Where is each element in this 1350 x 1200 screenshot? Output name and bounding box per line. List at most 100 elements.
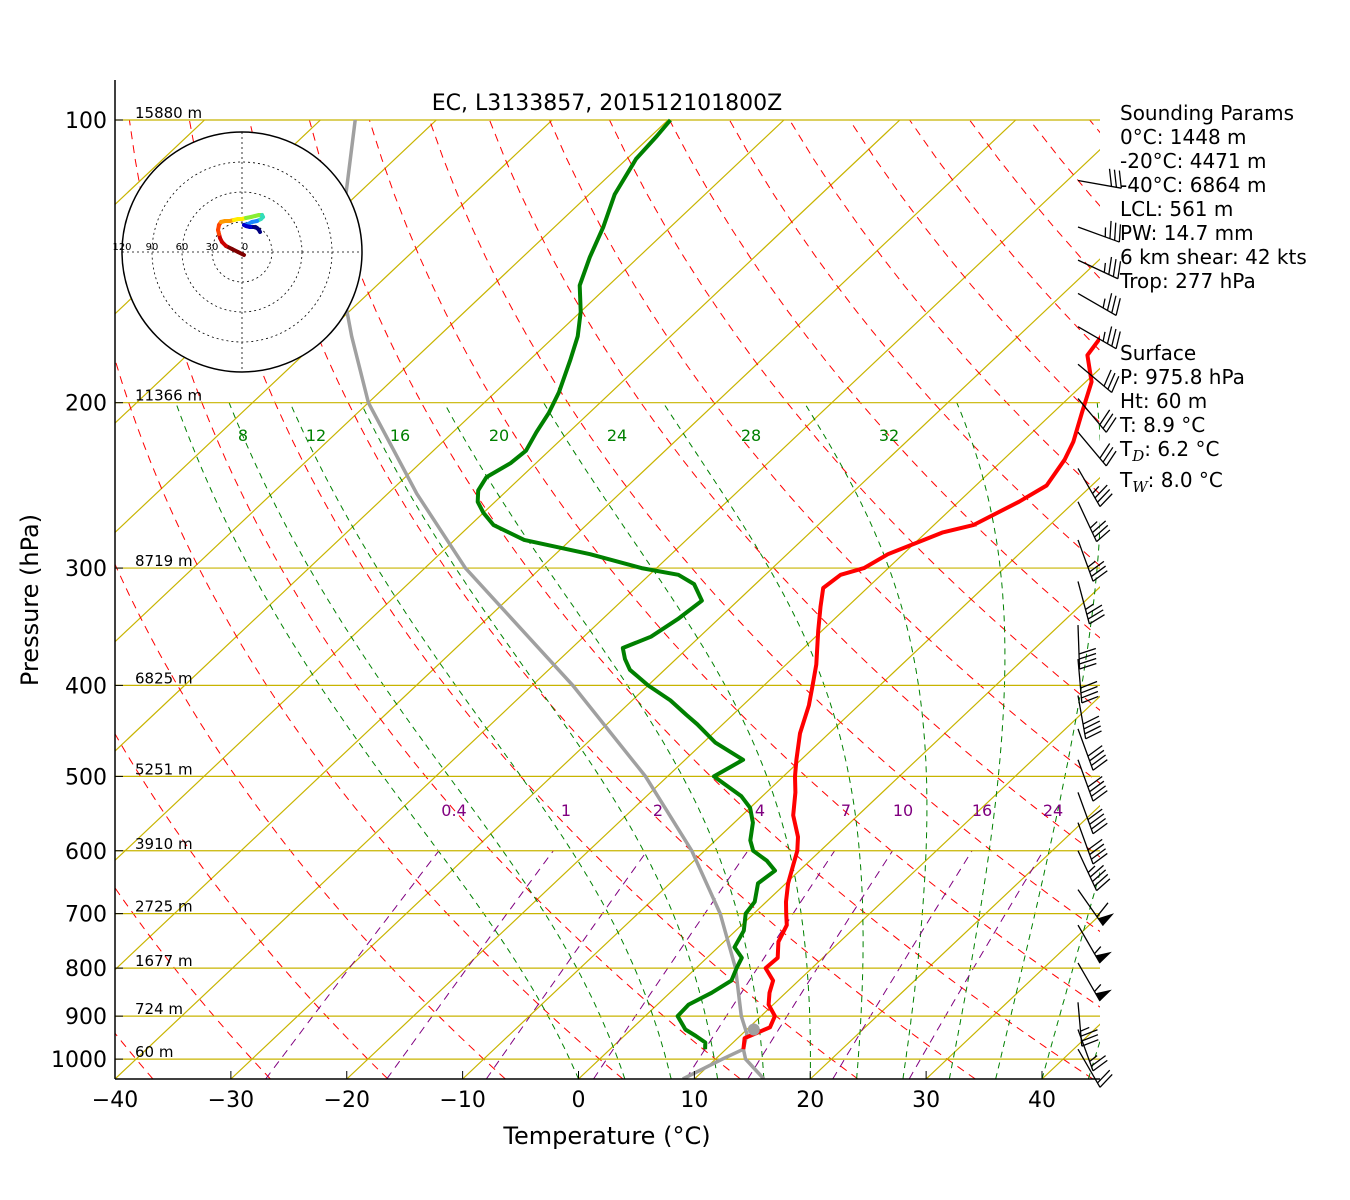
mixing-ratio-label: 24	[1043, 801, 1063, 820]
barb-full	[1105, 417, 1117, 433]
wind-barb	[1077, 431, 1117, 467]
isotherm	[115, 148, 1100, 1079]
dry-adiabat-lines	[115, 119, 1100, 1079]
moist-adiabat	[803, 402, 928, 1079]
dewpoint-subscript: D	[1132, 447, 1145, 465]
x-axis-label: Temperature (°C)	[502, 1122, 710, 1150]
barb-staff	[1077, 226, 1120, 243]
dry-adiabat	[429, 119, 1100, 933]
y-tick-label: 100	[65, 109, 107, 134]
barb-full	[1108, 256, 1113, 275]
barb-full	[1080, 1029, 1098, 1037]
barb-full	[1078, 647, 1097, 655]
surface-dewpoint: TD: 6.2 °C	[1120, 437, 1245, 468]
wind-barb	[1077, 220, 1122, 243]
wind-barb	[1077, 625, 1097, 670]
wind-barb	[1077, 659, 1099, 704]
height-label: 5251 m	[135, 760, 193, 778]
moist-adiabat	[360, 402, 719, 1079]
hodograph-ring-label: 90	[146, 242, 159, 253]
barb-full	[1099, 493, 1113, 508]
barb-half	[1087, 560, 1096, 568]
barb-full	[1113, 222, 1117, 241]
barb-full	[1089, 843, 1105, 856]
wind-barb	[1077, 728, 1108, 771]
wind-barb	[1077, 539, 1108, 582]
barb-full	[1094, 484, 1108, 499]
barb-staff	[1077, 259, 1119, 280]
barb-staff	[1077, 962, 1101, 1002]
barb-full	[1081, 690, 1099, 699]
barb-full	[1090, 818, 1106, 830]
barb-full	[1090, 785, 1106, 797]
barb-full	[1084, 725, 1101, 735]
mixing-ratio-line	[747, 850, 893, 1079]
moist-adiabat	[443, 402, 765, 1079]
barb-full	[1087, 838, 1103, 851]
barb-full	[1092, 790, 1108, 802]
x-tick-label: 20	[796, 1088, 824, 1113]
barb-full	[1096, 529, 1111, 543]
barb-full	[1089, 560, 1105, 573]
x-tick-label: −10	[439, 1088, 485, 1113]
barb-staff	[1077, 792, 1094, 834]
barb-half	[1089, 1055, 1098, 1062]
barb-half	[1094, 984, 1102, 992]
height-label: 724 m	[135, 1000, 183, 1018]
barb-full	[1091, 520, 1107, 534]
dry-adiabat	[115, 357, 624, 1079]
barb-staff	[1077, 625, 1081, 670]
barb-half	[1102, 331, 1106, 342]
mixing-ratio-label: 2	[653, 801, 663, 820]
barb-staff	[1077, 326, 1117, 350]
dry-adiabat	[308, 119, 1094, 1079]
isotherm	[925, 914, 1100, 1079]
isotherm	[115, 119, 1017, 971]
moist-adiabat-lines	[175, 402, 1100, 1079]
barb-staff	[1077, 179, 1122, 189]
barb-full	[1099, 443, 1111, 459]
barb-staff	[1077, 398, 1107, 433]
barb-full	[1102, 413, 1114, 429]
barb-full	[1087, 808, 1103, 821]
barb-staff	[1077, 1048, 1101, 1088]
x-tick-label: 40	[1028, 1088, 1056, 1113]
mixing-ratio-line	[593, 850, 749, 1079]
mixing-ratio-line	[832, 850, 973, 1079]
wind-barb	[1077, 363, 1120, 394]
x-tick-label: −30	[208, 1088, 254, 1113]
dry-adiabat	[128, 119, 741, 1079]
barb-staff	[1077, 659, 1083, 703]
barb-full	[1087, 609, 1104, 620]
wind-barb	[1077, 695, 1102, 740]
barb-staff	[1077, 501, 1098, 542]
barb-staff	[1077, 924, 1101, 964]
barb-full	[1103, 369, 1112, 387]
mixing-ratio-label: 16	[972, 801, 992, 820]
height-label: 11366 m	[135, 387, 202, 405]
moist-adiabat-label: 16	[390, 426, 410, 445]
barb-full	[1096, 902, 1109, 918]
barb-full	[1109, 220, 1112, 239]
height-label: 8719 m	[135, 552, 193, 570]
barb-full	[1089, 813, 1105, 825]
mixing-ratio-label: 1	[561, 801, 571, 820]
barb-half	[1092, 486, 1100, 495]
moist-adiabat	[995, 402, 1100, 1079]
barb-pennant	[1095, 951, 1112, 964]
wind-barb	[1077, 168, 1122, 189]
barb-staff	[1077, 539, 1094, 582]
barb-full	[1090, 754, 1106, 767]
hodograph-ring-label: 60	[176, 242, 189, 253]
moist-adiabat-label: 32	[879, 426, 899, 445]
barb-full	[1081, 1039, 1099, 1047]
wind-barb	[1077, 1002, 1099, 1047]
barb-full	[1092, 822, 1108, 835]
height-label: 2725 m	[135, 898, 193, 916]
shear-6km: 6 km shear: 42 kts	[1120, 245, 1307, 269]
wind-barbs	[1077, 168, 1122, 1088]
mixing-ratio-line	[265, 850, 440, 1079]
isotherm	[230, 258, 1100, 1079]
moist-adiabat	[948, 402, 1006, 1079]
moist-adiabat-label: 8	[238, 426, 248, 445]
